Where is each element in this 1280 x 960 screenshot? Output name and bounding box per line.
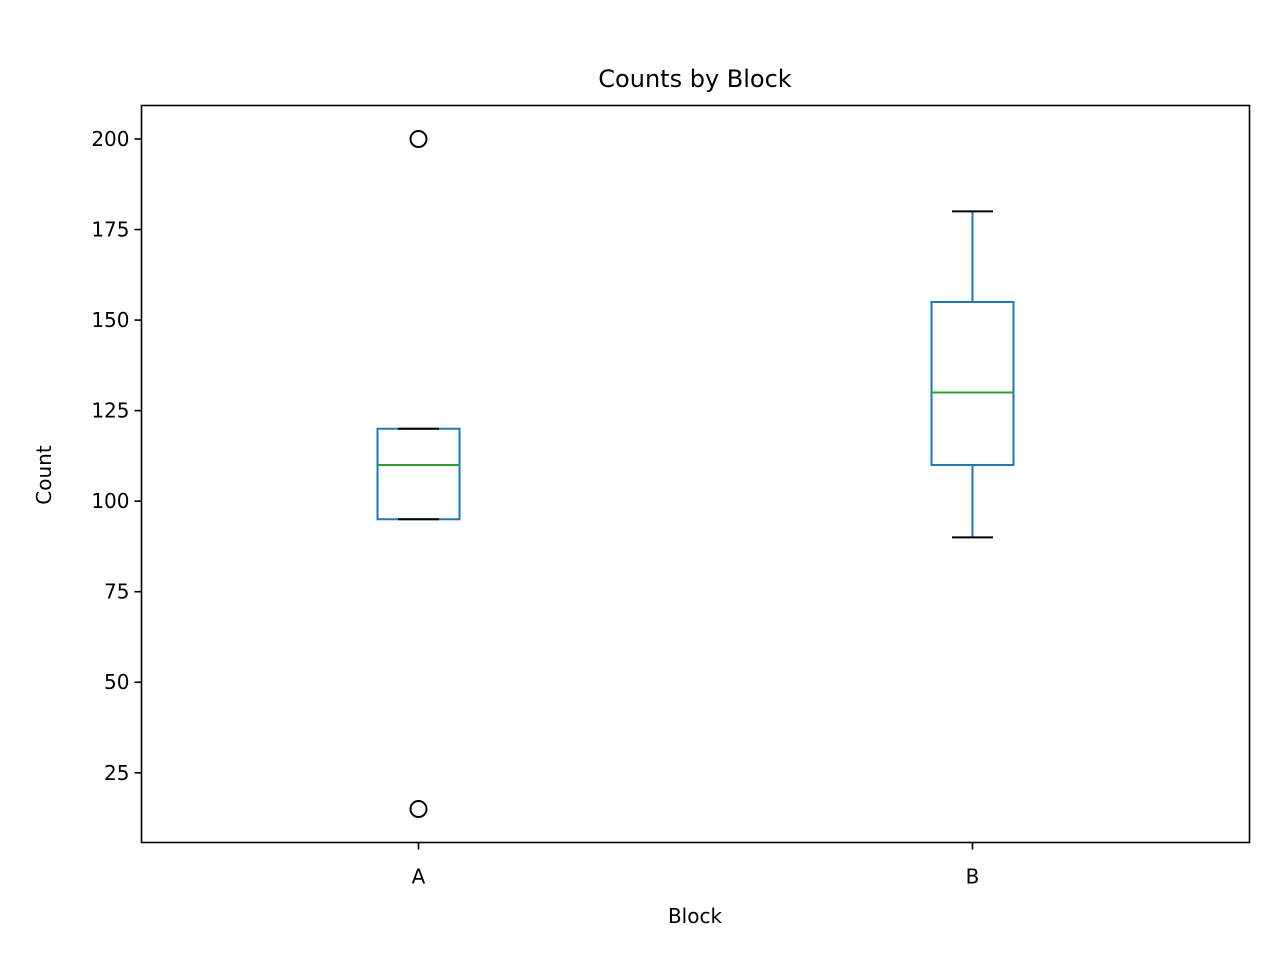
plot-area	[376, 130, 1015, 818]
axes-frame	[140, 104, 1251, 844]
y-axis-label: Count	[32, 445, 56, 505]
y-tick-label-25: 25	[104, 761, 129, 785]
box-b	[930, 300, 1015, 466]
y-tick-label-50: 50	[104, 670, 129, 694]
y-axis: 25 50 75 100 125 150 175 200	[91, 127, 142, 785]
outlier-a-2	[409, 800, 428, 818]
y-tick-label-75: 75	[104, 580, 129, 604]
x-tick-label-a: A	[412, 865, 426, 889]
x-tick-label-b: B	[966, 865, 980, 889]
outlier-a-1	[409, 130, 428, 148]
y-tick-label-175: 175	[91, 218, 129, 242]
box-group-b	[930, 210, 1015, 539]
chart-title: Counts by Block	[598, 65, 791, 93]
y-tick-label-150: 150	[91, 308, 129, 332]
y-tick-label-100: 100	[91, 489, 129, 513]
y-tick-label-200: 200	[91, 127, 129, 151]
y-tick-label-125: 125	[91, 399, 129, 423]
x-axis-label: Block	[668, 904, 723, 928]
box-group-a	[376, 130, 461, 818]
